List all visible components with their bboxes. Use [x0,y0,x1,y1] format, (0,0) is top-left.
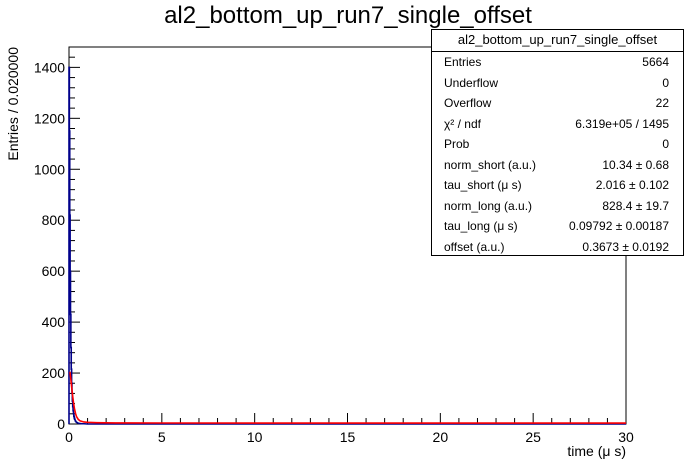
x-tick-label: 25 [525,429,541,445]
stats-value: 0 [662,75,669,90]
histogram-series [68,66,626,425]
x-axis-label: time (μ s) [567,443,626,459]
stats-row: Underflow 0 [432,73,683,94]
x-tick-label: 0 [65,429,73,445]
stats-box-title: al2_bottom_up_run7_single_offset [432,30,683,52]
y-tick-label: 400 [42,314,66,330]
stats-value: 22 [655,96,669,110]
y-tick-label: 600 [42,263,66,279]
x-axis: 0 5 10 15 20 25 30 [65,413,634,445]
stats-label: tau_short (μ s) [444,178,522,192]
stats-row: tau_long (μ s) 0.09792 ± 0.00187 [432,216,683,237]
stats-label: Entries [444,55,482,69]
stats-box: al2_bottom_up_run7_single_offset Entries… [431,29,684,256]
stats-label: χ² / ndf [444,116,481,131]
x-tick-label: 10 [247,429,263,445]
y-tick-label: 1000 [34,161,65,177]
fit-curve [69,371,626,424]
stats-label: tau_long (μ s) [444,219,518,233]
stats-row: tau_short (μ s) 2.016 ± 0.102 [432,175,683,196]
y-tick-label: 1200 [34,110,65,126]
fit-series [69,371,626,424]
chart-title: al2_bottom_up_run7_single_offset [164,2,532,29]
stats-row: χ² / ndf 6.319e+05 / 1495 [432,114,683,135]
y-tick-label: 0 [57,416,65,432]
stats-row: Prob 0 [432,134,683,155]
stats-label: Prob [444,137,470,151]
stats-rows: Entries 5664 Underflow 0 Overflow 22 χ² / ndf 6… [432,52,683,257]
stats-value: 828.4 ± 19.7 [602,198,669,213]
stats-label: offset (a.u.) [444,239,505,254]
x-tick-label: 30 [618,429,634,445]
stats-row: Entries 5664 [432,52,683,73]
stats-value: 5664 [642,55,669,69]
stats-value: 0.3673 ± 0.0192 [582,239,669,254]
stats-label: norm_short (a.u.) [444,157,537,172]
x-tick-label: 5 [158,429,166,445]
stats-label: Underflow [444,75,499,90]
y-axis: 0 200 400 600 800 1000 1200 1400 [34,59,80,432]
histogram-line [68,66,626,425]
stats-row: offset (a.u.) 0.3673 ± 0.0192 [432,237,683,258]
stats-value: 0 [662,137,669,151]
stats-label: Overflow [444,96,492,110]
x-tick-label: 15 [340,429,356,445]
stats-value: 2.016 ± 0.102 [595,178,669,192]
stats-row: norm_long (a.u.) 828.4 ± 19.7 [432,196,683,217]
y-axis-label: Entries / 0.020000 [5,47,21,161]
stats-row: Overflow 22 [432,93,683,114]
stats-row: norm_short (a.u.) 10.34 ± 0.68 [432,155,683,176]
stats-value: 10.34 ± 0.68 [602,157,669,172]
stats-label: norm_long (a.u.) [444,198,533,213]
y-tick-label: 800 [42,212,66,228]
stats-value: 6.319e+05 / 1495 [575,116,669,131]
stats-value: 0.09792 ± 0.00187 [568,219,669,233]
y-tick-label: 200 [42,365,66,381]
x-tick-label: 20 [433,429,449,445]
y-tick-label: 1400 [34,59,65,75]
